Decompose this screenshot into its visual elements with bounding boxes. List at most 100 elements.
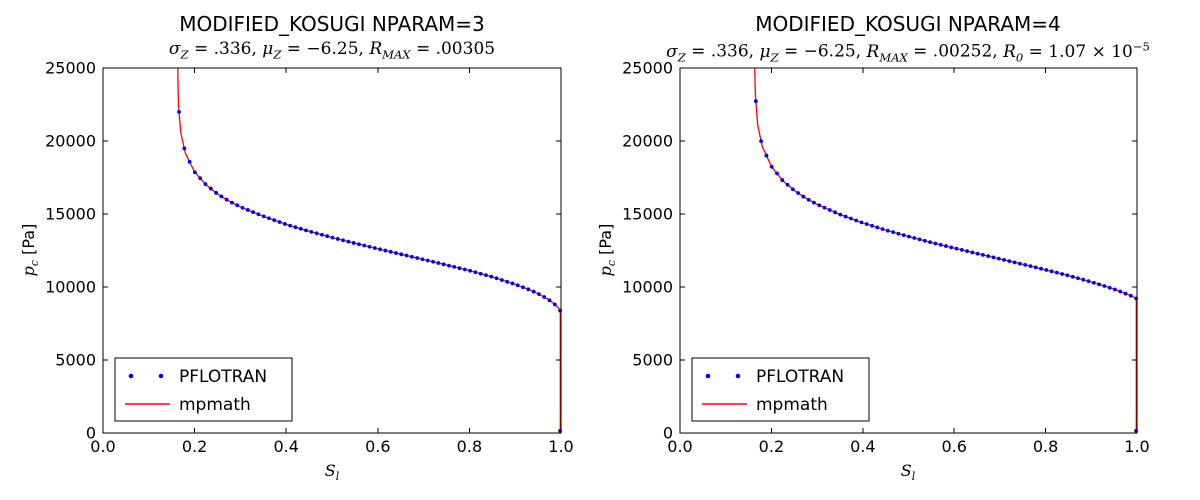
pflotran-dot [1065,273,1070,278]
pflotran-dot [473,270,478,275]
pflotran-dot [838,212,843,217]
pflotran-dot [1097,282,1102,287]
pflotran-dot [1023,262,1028,267]
y-tick-label: 25000 [622,59,673,78]
pflotran-dot [526,287,531,292]
legend-label: mpmath [179,395,251,415]
pflotran-dot [1076,276,1080,281]
plot-subtitle: σZ = .336, μZ = −6.25, RMAX = .00305 [168,39,496,62]
pflotran-dot [531,289,536,294]
pflotran-dot [833,210,837,215]
pflotran-dot [330,235,335,240]
pflotran-dot [505,279,510,284]
axes-frame [679,67,1138,434]
pflotran-dot [372,246,377,250]
pflotran-dot [1039,266,1043,271]
pflotran-dot [394,251,398,255]
pflotran-dot [970,250,975,255]
pflotran-dot [245,208,250,212]
pflotran-dot [885,228,890,233]
plot-subtitle: σZ = .336, μZ = −6.25, RMAX = .00252, R0… [666,39,1150,65]
x-axis-label: Sl [900,461,916,484]
pflotran-dot [187,159,192,164]
pflotran-dot [849,216,853,221]
x-tick-label: 0.6 [365,437,390,456]
pflotran-dot [256,212,261,217]
pflotran-dot [230,200,234,205]
pflotran-dot [452,265,457,269]
legend-label: PFLOTRAN [179,367,267,387]
pflotran-dot [399,252,404,257]
pflotran-dot [362,243,367,248]
pflotran-dot [1018,261,1022,266]
pflotran-dot [769,164,774,169]
pflotran-dot [1118,289,1123,294]
pflotran-dot [288,223,293,228]
pflotran-dot [806,197,811,202]
pflotran-dot [468,268,473,273]
y-tick-label: 5000 [632,351,673,370]
pflotran-dot [780,178,785,182]
pflotran-dot [214,190,218,195]
x-tick-label: 0.8 [457,437,482,456]
pflotran-dot [177,109,181,114]
pflotran-dot [1049,269,1054,274]
y-tick-label: 20000 [45,132,96,151]
pflotran-dot [785,182,790,187]
pflotran-dot [193,170,197,175]
pflotran-dot [912,236,917,240]
pflotran-dot [415,256,420,260]
y-tick-label: 10000 [45,278,96,297]
pflotran-dot [282,222,287,226]
pflotran-dot [759,139,764,144]
pflotran-dot [537,292,541,297]
x-tick-label: 1.0 [1124,437,1149,456]
y-tick-label: 15000 [45,205,96,224]
x-axis-label: Sl [324,461,340,484]
pflotran-dot [1007,259,1012,264]
legend-label: PFLOTRAN [756,367,844,387]
x-tick-label: 0.2 [759,437,784,456]
x-tick-label: 0.8 [1033,437,1058,456]
pflotran-dot [335,237,340,241]
pflotran-dot [436,261,441,265]
pflotran-dot [928,240,933,245]
pflotran-dot [224,197,229,202]
pflotran-dot [478,271,483,276]
pflotran-dot [1060,272,1065,276]
pflotran-dot [901,233,906,238]
axes-frame [102,67,562,434]
pflotran-dot [304,228,308,233]
pflotran-dot [891,230,896,235]
pflotran-dot [764,153,769,158]
pflotran-dot [346,239,351,244]
pflotran-dot [1086,279,1091,284]
pflotran-dot [753,99,758,104]
pflotran-dot [775,171,779,176]
pflotran-dot [351,241,356,245]
pflotran-dot [959,248,964,252]
x-tick-label: 0.0 [667,437,692,456]
x-tick-label: 0.0 [90,437,115,456]
pflotran-dot [981,253,985,257]
pflotran-dot [1128,293,1133,298]
pflotran-dot [277,220,282,224]
pflotran-dot [441,262,446,267]
pflotran-dot [1028,264,1033,269]
legend-marker-dot [705,373,711,379]
pflotran-dot [515,283,520,288]
pflotran-dot [975,251,980,256]
pflotran-dot [198,176,203,181]
pflotran-dot [817,203,822,208]
pflotran-dot [510,281,515,286]
pflotran-dot [293,225,298,230]
pflotran-dot [880,227,885,232]
legend-frame [114,357,293,422]
pflotran-dot [944,244,948,248]
pflotran-dot [447,263,451,268]
pflotran-dot [240,205,245,210]
pflotran-dot [314,231,319,236]
pflotran-dot [1054,270,1059,275]
plot-title: MODIFIED_KOSUGI NPARAM=3 [179,12,485,36]
